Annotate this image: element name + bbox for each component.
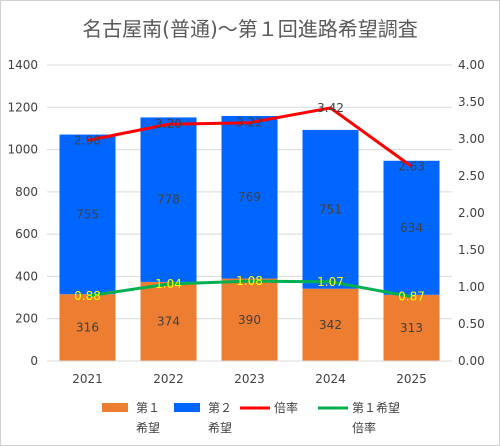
- y-right-tick-label: 3.00: [458, 132, 485, 146]
- legend-label: 第２: [208, 401, 232, 415]
- line-data-label: 2.98: [74, 133, 101, 147]
- bar-data-label: 778: [157, 193, 180, 207]
- legend-swatch: [102, 403, 128, 412]
- y-left-tick-label: 800: [15, 185, 38, 199]
- axes-layer: 0 200 400 600 800 1000 1200 1400 0.00 0.50 1.00 1.5…: [7, 58, 484, 386]
- line-data-label: 3.20: [155, 117, 182, 131]
- y-right-tick-label: 0.00: [458, 354, 485, 368]
- bar-data-label: 751: [319, 202, 342, 216]
- y-right-tick-label: 2.00: [458, 206, 485, 220]
- line-data-label: 3.42: [317, 101, 344, 115]
- bar-second-choice: [140, 117, 197, 282]
- bar-second-choice: [383, 160, 440, 295]
- bar-data-label: 390: [238, 313, 261, 327]
- legend-label-line2: 希望: [136, 420, 160, 435]
- legend-label-line2: 希望: [208, 420, 232, 435]
- legend-label: 第１希望: [352, 400, 400, 415]
- line-data-label: 1.07: [317, 275, 344, 289]
- x-tick-label: 2023: [234, 372, 265, 386]
- legend-label: 倍率: [274, 400, 298, 415]
- bar-data-label: 755: [76, 207, 99, 221]
- bar-first-choice: [59, 294, 116, 361]
- y-left-tick-label: 600: [15, 227, 38, 241]
- line-data-label: 3.22: [236, 116, 263, 130]
- legend-swatch: [174, 403, 200, 412]
- y-right-tick-label: 3.50: [458, 95, 485, 109]
- bar-second-choice: [221, 115, 278, 279]
- bar-data-label: 374: [157, 314, 180, 328]
- bar-second-choice: [302, 129, 359, 289]
- bars-layer: [59, 115, 440, 361]
- legend-label-line2: 倍率: [352, 420, 376, 435]
- y-right-tick-label: 0.50: [458, 317, 485, 331]
- bar-second-choice: [59, 134, 116, 295]
- line-data-label: 1.04: [155, 277, 182, 291]
- y-right-tick-label: 1.00: [458, 280, 485, 294]
- bar-first-choice: [302, 288, 359, 361]
- x-tick-label: 2024: [315, 372, 346, 386]
- bar-data-label: 342: [319, 318, 342, 332]
- y-left-tick-label: 1400: [7, 58, 38, 72]
- line-point: [168, 283, 169, 285]
- chart-title: 名古屋南(普通)～第１回進路希望調査: [82, 17, 418, 41]
- y-left-tick-label: 200: [15, 312, 38, 326]
- bar-data-label: 634: [400, 221, 423, 235]
- y-left-tick-label: 1000: [7, 143, 38, 157]
- lines-layer: [87, 106, 413, 299]
- bar-data-label: 316: [76, 321, 99, 335]
- line-point: [87, 139, 88, 141]
- line-point: [249, 280, 250, 282]
- bar-first-choice: [383, 294, 440, 361]
- y-right-tick-label: 1.50: [458, 243, 485, 257]
- line-point: [87, 295, 88, 297]
- bar-data-label: 313: [400, 321, 423, 335]
- legend-label: 第１: [136, 401, 160, 415]
- x-tick-label: 2025: [396, 372, 427, 386]
- line-point: [330, 107, 331, 109]
- line-point: [411, 296, 412, 298]
- line-data-label: 2.63: [398, 159, 425, 173]
- y-right-tick-label: 2.50: [458, 169, 485, 183]
- line-point: [411, 165, 412, 167]
- y-left-tick-label: 0: [30, 354, 38, 368]
- x-tick-label: 2022: [153, 372, 184, 386]
- y-left-tick-label: 1200: [7, 100, 38, 114]
- line-data-label: 0.87: [398, 290, 425, 304]
- y-right-tick-label: 4.00: [458, 58, 485, 72]
- line-point: [168, 123, 169, 125]
- bar-first-choice: [140, 281, 197, 361]
- line-data-label: 1.08: [236, 274, 263, 288]
- line-point: [249, 122, 250, 124]
- line-point: [330, 281, 331, 283]
- bar-first-choice: [221, 278, 278, 361]
- line-data-label: 0.88: [74, 289, 101, 303]
- y-left-tick-label: 400: [15, 269, 38, 283]
- x-tick-label: 2021: [72, 372, 103, 386]
- bar-data-label: 769: [238, 190, 261, 204]
- data-labels-layer: 316 374 390 342 313 755 778 769 751 634 2.98 3.20 3.…: [74, 101, 425, 335]
